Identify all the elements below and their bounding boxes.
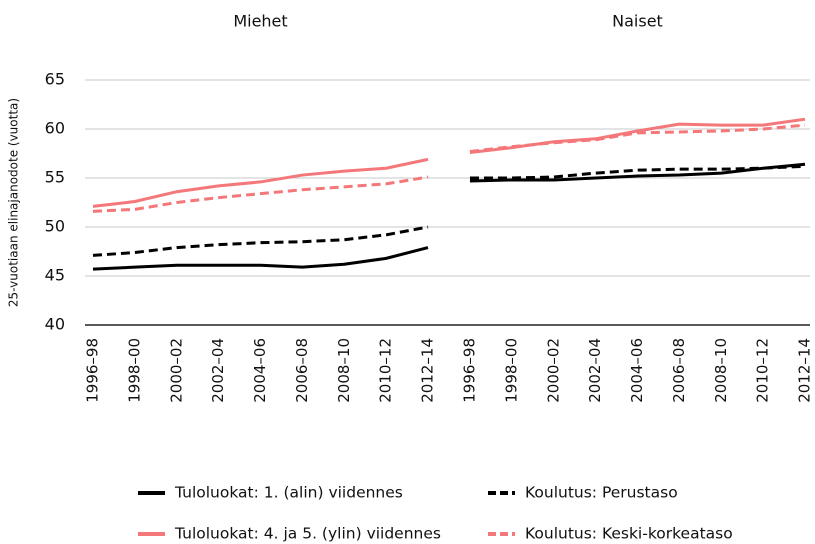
x-tick-label: 2006–08 [293, 338, 311, 403]
x-tick-label: 2002–04 [209, 338, 227, 403]
x-tick-label: 2012–14 [419, 338, 437, 403]
legend-label: Koulutus: Keski-korkeataso [525, 525, 733, 543]
panel-title: Miehet [233, 12, 287, 31]
y-tick-label: 55 [45, 168, 65, 187]
x-tick-label: 1996–98 [84, 338, 102, 403]
series-line [469, 117, 806, 155]
x-tick-label: 2010–12 [754, 338, 772, 403]
x-tick-label: 1998–00 [125, 338, 143, 403]
y-tick-label: 60 [45, 119, 65, 138]
series-line [469, 123, 806, 154]
x-tick-label: 2008–10 [712, 338, 730, 403]
x-tick-label: 2008–10 [335, 338, 353, 403]
y-tick-label: 40 [45, 315, 65, 334]
legend-label: Tuloluokat: 4. ja 5. (ylin) viidennes [174, 525, 441, 543]
series-line [92, 225, 429, 257]
legend-label: Koulutus: Perustaso [525, 484, 678, 502]
series-line [92, 246, 429, 271]
x-tick-label: 2004–06 [628, 338, 646, 403]
x-tick-label: 2010–12 [377, 338, 395, 403]
x-tick-label: 2004–06 [251, 338, 269, 403]
y-tick-label: 45 [45, 266, 65, 285]
series-line [469, 162, 806, 183]
panel-title: Naiset [612, 12, 663, 31]
x-tick-label: 2000–02 [544, 338, 562, 403]
x-tick-label: 2002–04 [586, 338, 604, 403]
x-tick-label: 1996–98 [461, 338, 479, 403]
x-tick-label: 2000–02 [167, 338, 185, 403]
y-tick-label: 50 [45, 217, 65, 236]
x-tick-label: 2006–08 [670, 338, 688, 403]
legend-label: Tuloluokat: 1. (alin) viidennes [174, 484, 403, 502]
y-tick-label: 65 [45, 70, 65, 89]
series-line [92, 175, 429, 213]
x-tick-label: 1998–00 [502, 338, 520, 403]
series-line [92, 157, 429, 208]
y-axis-label: 25-vuotiaan elinajanodote (vuotta) [7, 98, 21, 307]
x-tick-label: 2012–14 [796, 338, 814, 403]
